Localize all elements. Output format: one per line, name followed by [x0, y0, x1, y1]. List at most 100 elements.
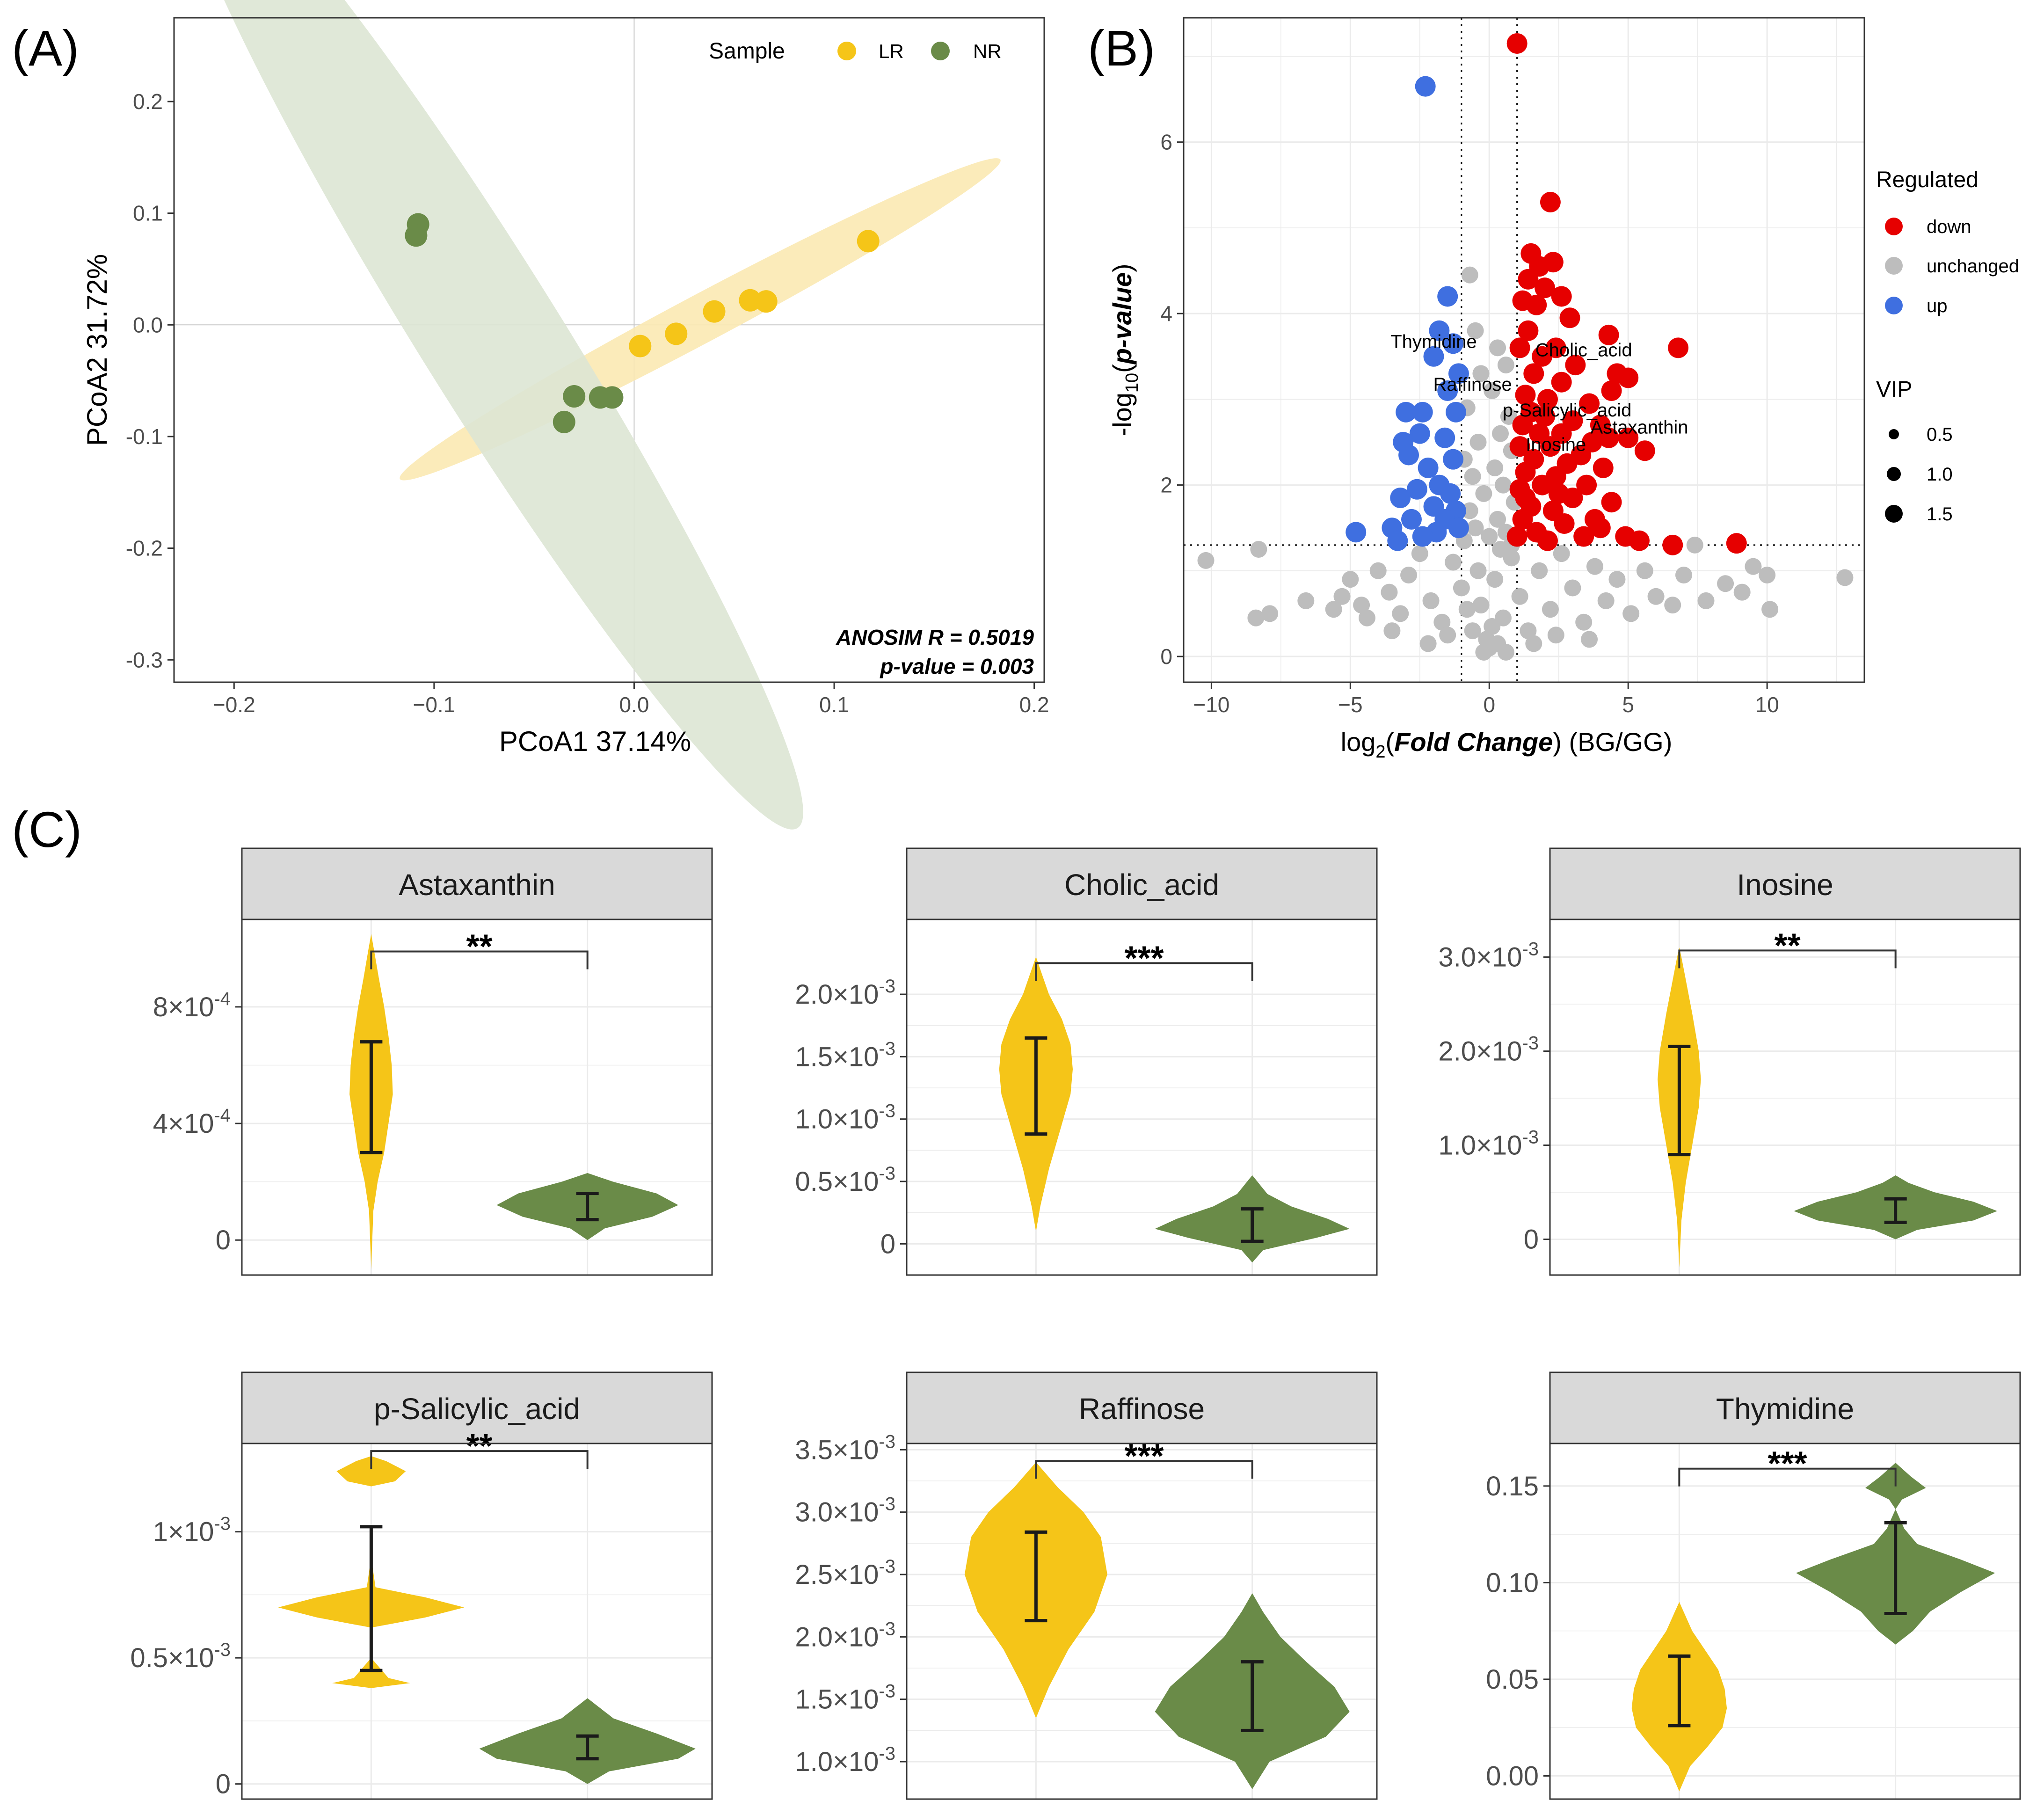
panel-b-y-axis-label-base: 10 [1122, 373, 1142, 393]
panel-b-point-unchanged-50 [1520, 622, 1537, 640]
facet-y-tick-label-base: 1.0×10 [795, 1104, 879, 1135]
panel-b-point-down-6 [1535, 277, 1556, 299]
panel-b-point-down-1 [1540, 191, 1561, 212]
panel-c-facets: Astaxanthin**04×10-48×10-4Cholic_acid***… [130, 847, 2021, 1800]
panel-b-point-unchanged-69 [1759, 566, 1776, 583]
errorbar-lr [360, 1040, 383, 1154]
panel-c-label: (C) [12, 801, 82, 858]
panel-a-point-lr-5 [629, 335, 652, 357]
facet-y-tick-label-base: 3.0×10 [1438, 942, 1522, 972]
facet-y-tick-label-base: 3.0×10 [795, 1497, 879, 1528]
panel-b-point-unchanged-73 [1484, 618, 1501, 635]
facet-y-tick-label-base: 2.5×10 [795, 1560, 879, 1590]
panel-a-x-axis-label: PCoA1 37.14% [499, 726, 691, 757]
facet-y-tick-label-2: 0.10 [1486, 1567, 1539, 1598]
facet-strip [241, 1371, 713, 1444]
panel-a-legend-key-lr [837, 42, 856, 60]
panel-b-point-up-19 [1390, 488, 1411, 509]
panel-b-point-down-22 [1601, 380, 1622, 401]
panel-b-point-down-21 [1551, 372, 1572, 393]
panel-b-legend-label-up: up [1927, 296, 1948, 316]
panel-b-point-down-20 [1523, 363, 1544, 384]
panel-b-point-unchanged-68 [1745, 558, 1762, 575]
facet-y-tick-label-exponent: -3 [879, 976, 895, 997]
panel-b-point-unchanged-13 [1464, 468, 1481, 485]
panel-a-y-tick-label-4: 0.1 [133, 201, 163, 226]
panel-b-x-tick-label-1: −5 [1338, 692, 1362, 717]
panel-b-y-tick-label-2: 4 [1160, 301, 1172, 326]
facet-y-tick-label-exponent: -3 [879, 1743, 895, 1764]
facet-y-tick-label-1: 4×10-4 [153, 1105, 231, 1139]
facet-y-tick-label-base: 0 [880, 1229, 895, 1259]
significance-bracket-line [370, 950, 589, 969]
panel-b-point-unchanged-60 [1636, 562, 1653, 579]
panel-b-point-unchanged-65 [1697, 592, 1715, 609]
facet-y-tick-label-exponent: -3 [879, 1556, 895, 1577]
significance-bracket [370, 950, 589, 969]
panel-b-point-up-8 [1446, 401, 1466, 423]
facet-y-tick-label-0: 0 [216, 1769, 231, 1800]
panel-b-point-up-15 [1418, 457, 1439, 478]
panel-b-point-unchanged-56 [1586, 558, 1603, 575]
panel-a-legend-label-nr: NR [973, 40, 1002, 62]
panel-b-point-unchanged-59 [1622, 605, 1640, 622]
panel-a-point-lr-3 [703, 300, 726, 323]
panel-a-y-tick-label-3: 0.0 [133, 313, 163, 337]
facet-panel-border [1549, 1443, 2021, 1800]
panel-b-point-unchanged-43 [1464, 622, 1481, 640]
panel-b-point-unchanged-80 [1439, 627, 1456, 644]
panel-b-point-unchanged-15 [1475, 485, 1492, 502]
panel-b-label-thymidine: Thymidine [1390, 331, 1477, 352]
facet-y-tick-label-exponent: -3 [879, 1163, 895, 1184]
facet-y-tick-label-base: 3.5×10 [795, 1435, 879, 1465]
panel-a: (A) −0.2 −0.1 0.0 0.1 0.2 -0.3 -0.2 -0.1 0.0 0.1 0… [12, 0, 1049, 830]
panel-b-x-axis-label-base: 2 [1375, 742, 1385, 762]
panel-b-point-unchanged-40 [1433, 613, 1451, 631]
panel-b-point-unchanged-70 [1761, 601, 1779, 618]
panel-b: (B) Thymidine Cholic_acid Raffinose p-Salic… [1088, 17, 2019, 762]
panel-b-point-down-37 [1540, 436, 1561, 457]
significance-bracket [1678, 1467, 1897, 1487]
facet-y-tick-label-0: 0 [216, 1225, 231, 1255]
panel-b-point-down-30 [1512, 415, 1533, 436]
panel-a-legend-title: Sample [709, 39, 785, 64]
facet-strip [241, 847, 713, 920]
panel-b-point-unchanged-57 [1597, 592, 1615, 609]
facet-inosine: Inosine**01.0×10-32.0×10-33.0×10-3 [1438, 847, 2021, 1276]
panel-b-point-down-9 [1526, 294, 1547, 315]
facet-title: Cholic_acid [1064, 868, 1219, 902]
facet-strip [906, 1371, 1378, 1444]
facet-y-tick-label-3: 1.5×10-3 [795, 1038, 895, 1072]
facet-y-tick-label-2: 8×10-4 [153, 989, 231, 1022]
facet-y-tick-label-3: 2.5×10-3 [795, 1556, 895, 1590]
panel-b-point-up-6 [1437, 380, 1458, 401]
facet-y-tick-label-base: 0.05 [1486, 1664, 1539, 1695]
panel-b-point-unchanged-32 [1353, 597, 1370, 614]
facet-y-tick-label-1: 1.0×10-3 [1438, 1127, 1539, 1161]
panel-b-point-up-9 [1396, 401, 1417, 423]
panel-a-x-tick-label-1: −0.1 [413, 692, 455, 717]
panel-b-point-up-22 [1401, 509, 1422, 530]
panel-b-point-unchanged-36 [1392, 605, 1409, 622]
facet-y-tick-label-0: 0.00 [1486, 1761, 1539, 1791]
panel-b-point-down-33 [1598, 427, 1619, 448]
panel-b-legend-key-up [1885, 297, 1903, 314]
panel-b-point-unchanged-85 [1581, 631, 1598, 648]
panel-b-x-axis-label-log: log [1341, 727, 1376, 757]
panel-b-point-unchanged-34 [1369, 562, 1387, 579]
panel-a-y-axis-label: PCoA2 31.72% [81, 254, 113, 446]
panel-b-point-down-12 [1518, 320, 1539, 341]
panel-b-point-down-10 [1559, 307, 1580, 328]
panel-b-point-unchanged-28 [1297, 592, 1315, 609]
panel-a-point-lr-0 [857, 230, 880, 253]
panel-b-legend-key-vip-1-0 [1887, 467, 1901, 481]
panel-b-point-down-57 [1629, 530, 1650, 551]
facet-y-tick-label-2: 2.0×10-3 [1438, 1033, 1539, 1066]
significance-bracket-line [1035, 1460, 1253, 1479]
panel-b-point-down-24 [1537, 389, 1558, 410]
panel-b-point-down-45 [1532, 474, 1553, 496]
panel-b-point-down-52 [1512, 509, 1533, 530]
panel-a-point-lr-2 [739, 289, 762, 312]
panel-a-point-nr-1 [405, 224, 428, 247]
panel-b-point-unchanged-8 [1492, 425, 1509, 442]
